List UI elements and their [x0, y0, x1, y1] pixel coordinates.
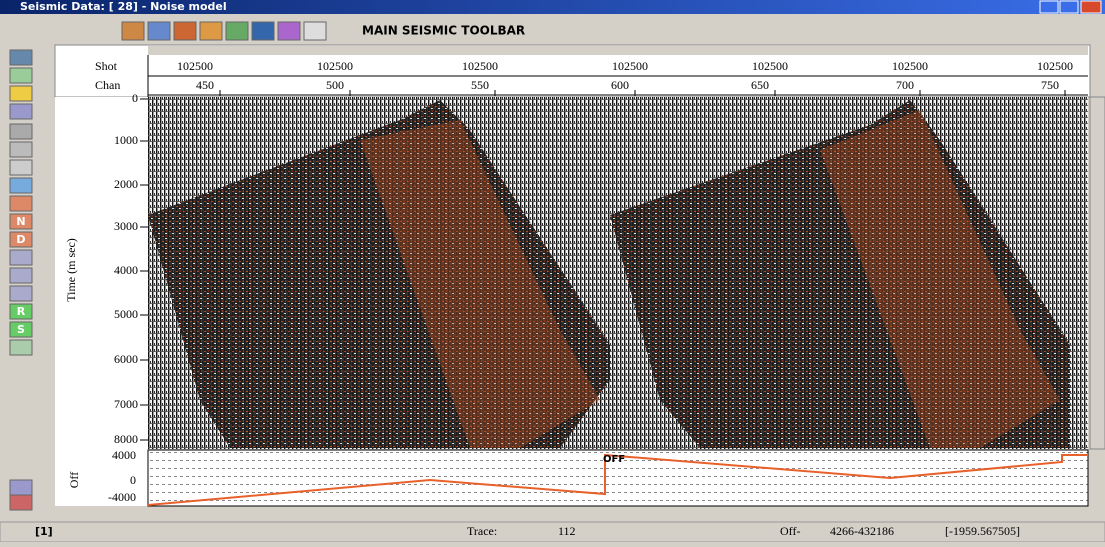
tool-button[interactable]: [10, 250, 32, 265]
shot-label: Shot: [95, 59, 118, 73]
shot-value: 102500: [177, 59, 213, 73]
toolbar-button[interactable]: [148, 22, 170, 40]
time-tick-label: 3000: [114, 219, 138, 233]
offset-tick-label: 0: [130, 473, 136, 487]
toolbar-button[interactable]: [304, 22, 326, 40]
offset-tick-label: -4000: [108, 490, 136, 504]
chan-value: 650: [751, 78, 769, 92]
window: Seismic Data: [ 28] - Noise model MAIN S…: [0, 0, 1105, 542]
tool-letter: N: [16, 215, 25, 228]
tool-button[interactable]: [10, 480, 32, 495]
chan-value: 550: [471, 78, 489, 92]
time-tick-label: 4000: [114, 263, 138, 277]
shot-value: 102500: [892, 59, 928, 73]
minimize-button[interactable]: [1040, 1, 1058, 13]
status-trace-label: Trace:: [467, 524, 497, 538]
time-tick-label: 0: [132, 91, 138, 105]
close-button[interactable]: [1081, 1, 1101, 13]
tool-button[interactable]: [10, 268, 32, 283]
offset-label: Off: [67, 472, 81, 488]
maximize-button[interactable]: [1060, 1, 1078, 13]
toolbar-button[interactable]: [200, 22, 222, 40]
toolbar-button[interactable]: [278, 22, 300, 40]
tool-letter: D: [16, 233, 25, 246]
chan-value: 700: [896, 78, 914, 92]
time-tick-label: 8000: [114, 432, 138, 446]
window-title: Seismic Data: [ 28] - Noise model: [20, 0, 227, 13]
toolbar-button[interactable]: [226, 22, 248, 40]
tool-letter: R: [17, 305, 26, 318]
tool-button[interactable]: [10, 286, 32, 301]
right-scrollbar[interactable]: [1090, 97, 1105, 449]
time-axis-label: Time (m sec): [64, 238, 78, 302]
toolbar-button[interactable]: [122, 22, 144, 40]
tool-button[interactable]: [10, 142, 32, 157]
page: Seismic Data: [ 28] - Noise model MAIN S…: [0, 0, 1105, 542]
toolbar-button[interactable]: [174, 22, 196, 40]
tool-button[interactable]: [10, 178, 32, 193]
shot-value: 102500: [317, 59, 353, 73]
time-tick-label: 6000: [114, 352, 138, 366]
tool-button[interactable]: [10, 104, 32, 119]
tool-button[interactable]: [10, 495, 32, 510]
tool-button[interactable]: [10, 124, 32, 139]
top-scrollbar[interactable]: [148, 46, 1088, 55]
status-page: [1]: [35, 525, 53, 538]
chan-label: Chan: [95, 78, 120, 92]
chan-value: 750: [1041, 78, 1059, 92]
tool-button[interactable]: [10, 68, 32, 83]
tool-button[interactable]: [10, 196, 32, 211]
offset-tick-label: 4000: [112, 448, 136, 462]
toolbar-label: MAIN SEISMIC TOOLBAR: [362, 24, 525, 38]
tool-button[interactable]: [10, 50, 32, 65]
toolbar-button[interactable]: [252, 22, 274, 40]
shot-value: 102500: [752, 59, 788, 73]
shot-value: 102500: [1037, 59, 1073, 73]
toolbar: [122, 22, 326, 40]
status-bar: [0, 522, 1105, 542]
status-trace-value: 112: [558, 524, 576, 538]
time-tick-label: 7000: [114, 397, 138, 411]
chan-value: 600: [611, 78, 629, 92]
time-tick-label: 1000: [114, 133, 138, 147]
status-coord: [-1959.567505]: [945, 524, 1020, 538]
tool-button[interactable]: [10, 340, 32, 355]
shot-value: 102500: [612, 59, 648, 73]
time-tick-label: 2000: [114, 177, 138, 191]
chan-value: 450: [196, 78, 214, 92]
tool-button[interactable]: [10, 160, 32, 175]
bottom-scrollbar[interactable]: [148, 508, 1088, 518]
status-off-value: 4266-432186: [830, 524, 894, 538]
time-tick-label: 5000: [114, 307, 138, 321]
tool-button[interactable]: [10, 86, 32, 101]
chan-value: 500: [326, 78, 344, 92]
status-off-label: Off-: [780, 524, 800, 538]
offset-marker: OFF: [603, 454, 625, 465]
tool-letter: S: [17, 323, 25, 336]
seismic-section: [148, 97, 1088, 449]
shot-value: 102500: [462, 59, 498, 73]
